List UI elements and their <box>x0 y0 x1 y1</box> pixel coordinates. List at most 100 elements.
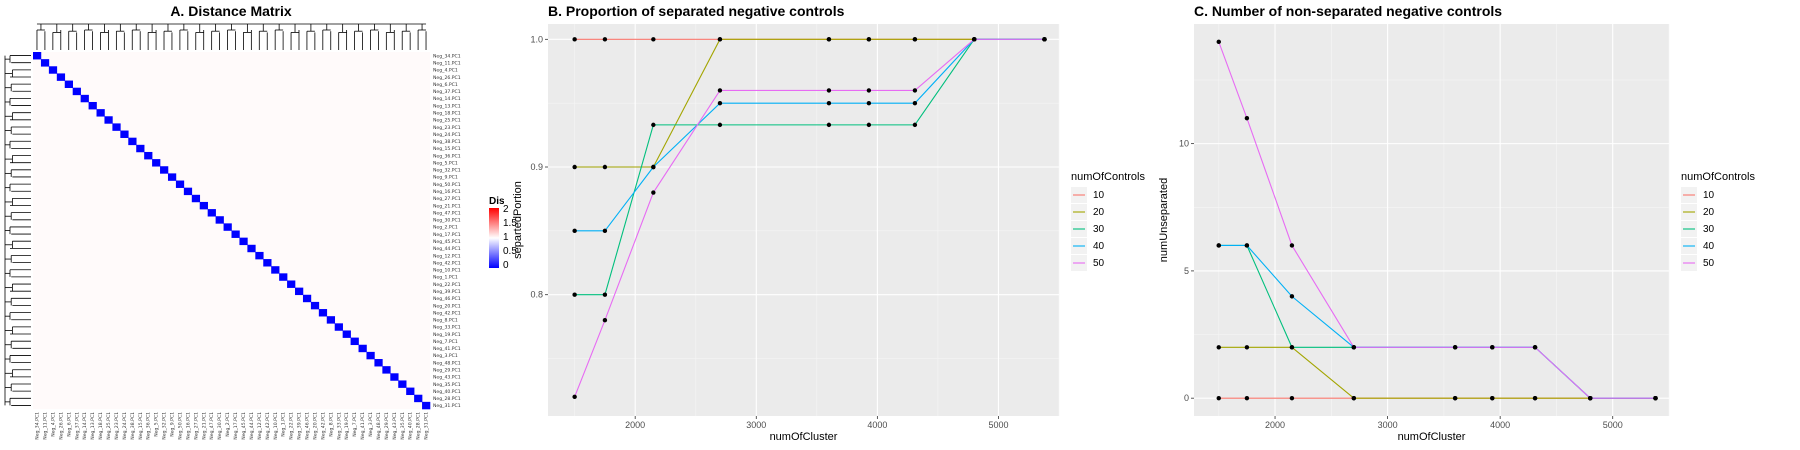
column-label: Neg_31.PC1 <box>424 412 430 440</box>
column-label: Neg_8.PC1 <box>328 412 334 437</box>
column-label: Neg_10.PC1 <box>273 412 279 440</box>
data-point <box>1244 115 1250 121</box>
data-point <box>717 100 723 106</box>
data-point <box>866 37 872 42</box>
column-label: Neg_28.PC1 <box>416 412 422 440</box>
data-point <box>1351 395 1357 401</box>
heatmap-cell-diagonal <box>406 387 415 396</box>
row-label: Neg_20.PC1 <box>433 303 461 309</box>
heatmap-cell-diagonal <box>40 59 50 67</box>
column-label: Neg_45.PC1 <box>241 412 247 440</box>
heatmap-cell-diagonal <box>207 209 216 217</box>
row-label: Neg_2.PC1 <box>433 225 458 231</box>
row-label: Neg_4.PC1 <box>433 68 458 74</box>
data-point <box>866 122 872 128</box>
y-tick-label: 1.0 <box>530 34 543 44</box>
data-point <box>912 88 918 93</box>
row-label: Neg_44.PC1 <box>433 246 461 252</box>
legend-label: 40 <box>1703 241 1715 252</box>
column-label: Neg_24.PC1 <box>122 412 128 440</box>
data-point <box>1244 243 1250 248</box>
legend-tick-label: 1.5 <box>503 218 517 229</box>
column-label: Neg_35.PC1 <box>400 412 406 440</box>
heatmap-cell-diagonal <box>231 230 240 238</box>
row-label: Neg_3.PC1 <box>433 353 458 359</box>
row-label: Neg_30.PC1 <box>433 218 461 224</box>
heatmap-cell-diagonal <box>342 330 351 338</box>
row-label: Neg_15.PC1 <box>433 146 461 152</box>
row-label: Neg_40.PC1 <box>433 389 461 395</box>
heatmap-cell-diagonal <box>144 151 153 160</box>
column-labels: Neg_34.PC1 Neg_11.PC1 Neg_4.PC1 Neg_26.PC1 N… <box>35 412 430 440</box>
legend-tick-label: 0 <box>503 260 509 271</box>
row-label: Neg_5.PC1 <box>433 160 458 166</box>
column-dendrogram <box>36 23 427 50</box>
row-label: Neg_14.PC1 <box>433 96 461 102</box>
heatmap-cell-diagonal <box>175 180 185 188</box>
row-labels: Neg_34.PC1Neg_11.PC1Neg_4.PC1Neg_26.PC1N… <box>433 53 461 409</box>
data-point <box>1244 395 1250 401</box>
legend-label: 50 <box>1703 258 1715 269</box>
column-label: Neg_6.PC1 <box>66 412 72 437</box>
column-label: Neg_26.PC1 <box>58 412 64 440</box>
row-label: Neg_38.PC1 <box>433 139 461 145</box>
data-point <box>572 37 577 42</box>
x-axis-label: numOfCluster <box>770 431 838 443</box>
legend-title: numOfControls <box>1071 171 1145 183</box>
column-label: Neg_44.PC1 <box>249 412 255 440</box>
column-label: Neg_19.PC1 <box>344 412 350 440</box>
column-label: Neg_3.PC1 <box>368 412 374 437</box>
legend-label: 30 <box>1093 224 1105 235</box>
legend-tick-label: 2 <box>503 204 509 215</box>
row-label: Neg_24.PC1 <box>433 132 461 138</box>
row-label: Neg_17.PC1 <box>433 232 461 238</box>
column-label: Neg_50.PC1 <box>177 412 183 440</box>
column-label: Neg_40.PC1 <box>408 412 414 440</box>
heatmap-cell-diagonal <box>152 159 161 167</box>
data-point <box>572 394 577 400</box>
x-tick-label: 4000 <box>1490 420 1510 430</box>
row-label: Neg_43.PC1 <box>433 375 461 381</box>
row-label: Neg_42.PC1 <box>433 260 461 266</box>
row-label: Neg_29.PC1 <box>433 368 461 374</box>
data-point <box>1490 345 1495 350</box>
legend-label: 30 <box>1703 224 1715 235</box>
heatmap-cell-diagonal <box>112 123 121 131</box>
column-label: Neg_20.PC1 <box>312 412 318 440</box>
x-tick-label: 2000 <box>1265 420 1285 430</box>
heatmap-cell-diagonal <box>64 80 73 88</box>
row-label: Neg_39.PC1 <box>433 289 461 295</box>
x-tick-label: 3000 <box>746 420 766 430</box>
heatmap-cell-diagonal <box>56 73 66 81</box>
panel-a-distance-matrix: A. Distance Matrix Neg_34.PC1Neg_11.PC1N… <box>4 3 531 440</box>
heatmap-cell-diagonal <box>215 216 224 224</box>
heatmap-cell-diagonal <box>334 323 343 331</box>
x-tick-label: 4000 <box>867 420 887 430</box>
panel-c-non-separated-count: C. Number of non-separated negative cont… <box>1158 3 1755 443</box>
heatmap-cell-diagonal <box>183 187 193 196</box>
heatmap-cell-diagonal <box>191 194 201 203</box>
row-label: Neg_10.PC1 <box>433 268 461 274</box>
column-label: Neg_17.PC1 <box>233 412 239 440</box>
data-point <box>1289 395 1295 401</box>
legend-title: Distance <box>489 196 531 207</box>
column-label: Neg_42.PC1 <box>320 412 326 440</box>
data-point <box>1289 243 1295 248</box>
data-point <box>717 37 723 42</box>
column-label: Neg_47.PC1 <box>209 412 215 440</box>
data-point <box>972 37 977 42</box>
heatmap-cell-diagonal <box>279 273 288 281</box>
y-axis-label: numUnseparated <box>1158 178 1170 262</box>
row-dendrogram <box>4 55 31 406</box>
column-label: Neg_34.PC1 <box>35 412 41 440</box>
heatmap-cell-diagonal <box>80 94 89 103</box>
row-label: Neg_42.PC1 <box>433 310 461 316</box>
data-point <box>912 37 918 42</box>
heatmap-cell-diagonal <box>167 173 177 181</box>
column-label: Neg_7.PC1 <box>352 412 358 437</box>
column-label: Neg_9.PC1 <box>170 412 176 437</box>
row-label: Neg_47.PC1 <box>433 210 461 216</box>
heatmap-cell-diagonal <box>120 130 129 138</box>
row-label: Neg_27.PC1 <box>433 196 461 202</box>
heatmap-cell-diagonal <box>310 301 320 310</box>
